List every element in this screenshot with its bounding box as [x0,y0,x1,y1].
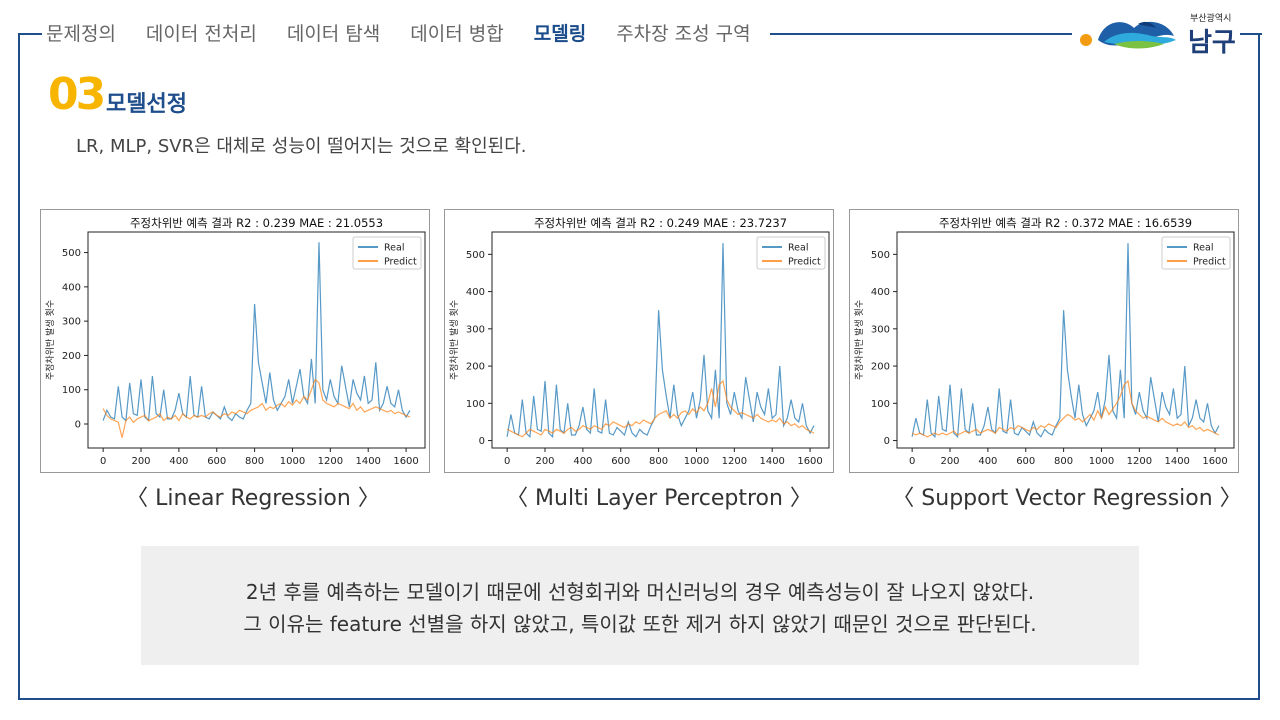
conclusion-box: 2년 후를 예측하는 모델이기 때문에 선형회귀와 머신러닝의 경우 예측성능이… [141,546,1139,665]
x-tick-label: 1600 [1202,456,1227,467]
chart-mlp: 주정차위반 예측 결과 R2 : 0.249 MAE : 23.7237 0 100… [448,216,830,467]
x-tick-label: 1000 [684,456,709,467]
x-tick-label: 600 [1016,456,1035,467]
x-tick-label: 200 [535,456,554,467]
y-tick-label: 400 [871,287,890,298]
nav-item-preprocessing[interactable]: 데이터 전처리 [145,23,257,45]
y-tick-label: 300 [62,317,81,328]
caption-mlp: 〈 Multi Layer Perceptron 〉 [506,486,812,511]
x-tick-label: 400 [169,456,188,467]
x-tick-label: 800 [649,456,668,467]
x-tick-label: 1400 [355,456,380,467]
y-tick-label: 100 [871,399,890,410]
nav-item-merge[interactable]: 데이터 병합 [410,23,504,45]
legend-label: Real [788,243,808,254]
x-tick-label: 1000 [1089,456,1114,467]
top-rule-mid [770,33,1072,35]
section-subtitle: LR, MLP, SVR은 대체로 성능이 떨어지는 것으로 확인된다. [76,136,527,157]
chart-svr: 주정차위반 예측 결과 R2 : 0.372 MAE : 16.6539 0 100… [853,216,1235,467]
x-tick-label: 600 [207,456,226,467]
chart-panel-linear-regression: 주정차위반 예측 결과 R2 : 0.239 MAE : 21.0553 0 100… [40,209,430,473]
top-rule-left [18,33,42,35]
y-axis-label: 주정차위반 발생 횟수 [853,300,865,380]
series-line-real [506,243,815,439]
x-tick-label: 1600 [797,456,822,467]
series-line-predict [506,379,815,438]
y-tick-label: 0 [884,436,890,447]
x-tick-label: 1200 [318,456,343,467]
y-tick-label: 200 [871,362,890,373]
y-tick-label: 300 [466,324,485,335]
nav-item-problem-definition[interactable]: 문제정의 [46,23,116,45]
series-line-predict [102,378,411,438]
y-tick-label: 500 [871,250,890,261]
series-line-predict [911,379,1220,438]
top-navigation: 문제정의 데이터 전처리 데이터 탐색 데이터 병합 모델링 주차장 조성 구역 [46,20,751,48]
y-tick-label: 400 [466,287,485,298]
section-title: 모델선정 [106,92,187,117]
caption-svr: 〈 Support Vector Regression 〉 [892,486,1242,511]
legend-label: Real [1193,243,1213,254]
caption-linear-regression: 〈 Linear Regression 〉 [126,486,380,511]
chart-panel-mlp: 주정차위반 예측 결과 R2 : 0.249 MAE : 23.7237 0 100… [444,209,834,473]
chart-linear-regression: 주정차위반 예측 결과 R2 : 0.239 MAE : 21.0553 0 100… [44,216,426,467]
y-tick-label: 0 [479,436,485,447]
y-tick-label: 400 [62,282,81,293]
y-tick-label: 500 [466,250,485,261]
y-tick-label: 200 [466,362,485,373]
x-tick-label: 1400 [759,456,784,467]
y-tick-label: 300 [871,324,890,335]
x-tick-label: 400 [573,456,592,467]
y-tick-label: 200 [62,351,81,362]
chart-panel-svr: 주정차위반 예측 결과 R2 : 0.372 MAE : 16.6539 0 100… [849,209,1239,473]
x-tick-label: 1400 [1164,456,1189,467]
nav-item-exploration[interactable]: 데이터 탐색 [286,23,381,45]
content-frame [18,34,1260,700]
legend-label: Predict [1193,257,1226,268]
conclusion-line-1: 2년 후를 예측하는 모델이기 때문에 선형회귀와 머신러닝의 경우 예측성능이… [245,580,1035,604]
x-tick-label: 1200 [722,456,747,467]
chart-title: 주정차위반 예측 결과 R2 : 0.249 MAE : 23.7237 [534,216,787,230]
namgu-logo-icon [1080,21,1176,49]
x-tick-label: 0 [100,456,106,467]
x-tick-label: 1000 [280,456,305,467]
chart-title: 주정차위반 예측 결과 R2 : 0.372 MAE : 16.6539 [939,216,1192,230]
x-tick-label: 200 [940,456,959,467]
y-tick-label: 0 [75,420,81,431]
x-tick-label: 1200 [1127,456,1152,467]
nav-item-parking-zone[interactable]: 주차장 조성 구역 [616,23,751,45]
x-tick-label: 1600 [393,456,418,467]
legend-label: Predict [788,257,821,268]
y-tick-label: 100 [62,385,81,396]
y-axis-label: 주정차위반 발생 횟수 [44,300,56,380]
x-tick-label: 800 [245,456,264,467]
x-tick-label: 0 [909,456,915,467]
series-line-real [911,243,1220,439]
logo-title: 남구 [1188,28,1236,58]
legend-label: Predict [384,257,417,268]
x-tick-label: 200 [131,456,150,467]
legend-label: Real [384,243,404,254]
conclusion-line-2: 그 이유는 feature 선별을 하지 않았고, 특이값 또한 제거 하지 않… [243,612,1037,636]
y-axis-label: 주정차위반 발생 횟수 [448,300,460,380]
top-rule-right [1240,33,1262,35]
section-number: 03 [48,69,106,120]
y-tick-label: 100 [466,399,485,410]
y-tick-label: 500 [62,248,81,259]
x-tick-label: 400 [978,456,997,467]
series-line-real [102,242,411,422]
x-tick-label: 800 [1054,456,1073,467]
chart-title: 주정차위반 예측 결과 R2 : 0.239 MAE : 21.0553 [130,216,383,230]
logo-subtitle: 부산광역시 [1190,14,1232,24]
x-tick-label: 600 [611,456,630,467]
x-tick-label: 0 [504,456,510,467]
nav-item-modeling[interactable]: 모델링 [533,23,587,45]
